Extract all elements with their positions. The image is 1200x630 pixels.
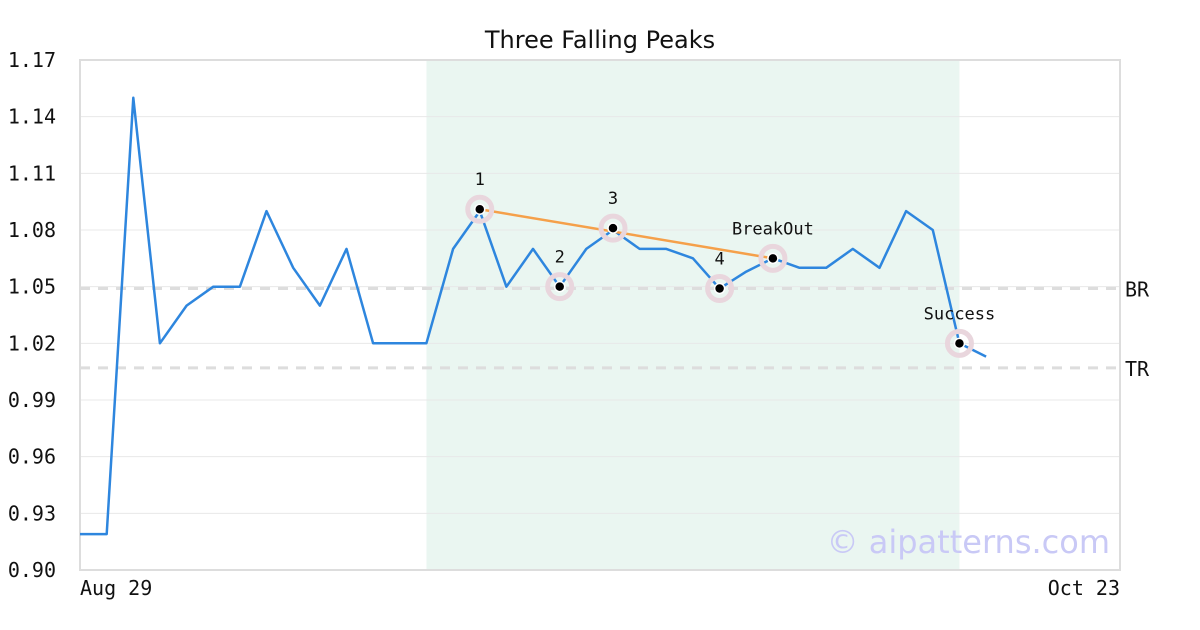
y-tick-label: 1.05 [8, 275, 56, 299]
marker-dot [474, 203, 486, 215]
y-tick-label: 1.11 [8, 161, 56, 185]
y-tick-label: 0.90 [8, 558, 56, 582]
annotation-label: 2 [555, 248, 565, 268]
y-axis: 0.90 0.93 0.96 0.99 1.02 1.05 1.08 1.11 1.14 1.17 [8, 48, 56, 582]
marker-ring [705, 274, 735, 304]
y-tick-label: 0.96 [8, 445, 56, 469]
marker-ring [545, 272, 575, 302]
annotation-label: 1 [475, 170, 485, 190]
plot-frame [79, 59, 1121, 571]
x-axis: Aug 29 Oct 23 [80, 576, 1120, 600]
marker-dot [553, 280, 566, 293]
marker-ring [944, 328, 974, 358]
chart-title: Three Falling Peaks [484, 26, 715, 54]
marker-dot [713, 282, 726, 295]
annotation-label: BreakOut [732, 219, 814, 239]
y-tick-label: 1.17 [8, 48, 56, 72]
marker-ring [465, 194, 495, 224]
annotation-label: 4 [714, 250, 724, 270]
x-tick-label: Oct 23 [1048, 576, 1120, 600]
y-tick-label: 0.93 [8, 501, 56, 525]
level-label: BR [1125, 278, 1150, 302]
marker-ring [758, 243, 788, 273]
level-label: TR [1125, 357, 1150, 381]
x-tick-label: Aug 29 [80, 576, 152, 600]
marker-dot [767, 252, 779, 265]
annotation-label: Success [924, 304, 996, 324]
y-tick-label: 1.14 [8, 105, 56, 129]
marker-dot [607, 222, 619, 234]
y-tick-label: 1.08 [8, 218, 56, 242]
y-tick-label: 0.99 [8, 388, 56, 412]
annotation-markers: 1 2 3 4 BreakOut Success [465, 170, 996, 358]
annotation-label: 3 [608, 189, 618, 209]
y-tick-label: 1.02 [8, 331, 56, 355]
watermark: © aipatterns.com [827, 523, 1110, 561]
marker-ring [598, 213, 628, 243]
price-line [80, 96, 987, 536]
highlight-range [426, 60, 960, 570]
marker-dot [953, 337, 966, 350]
